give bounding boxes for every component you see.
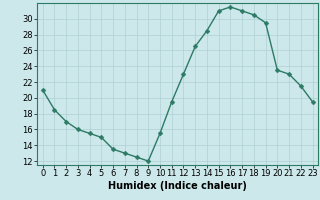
X-axis label: Humidex (Indice chaleur): Humidex (Indice chaleur) [108,181,247,191]
